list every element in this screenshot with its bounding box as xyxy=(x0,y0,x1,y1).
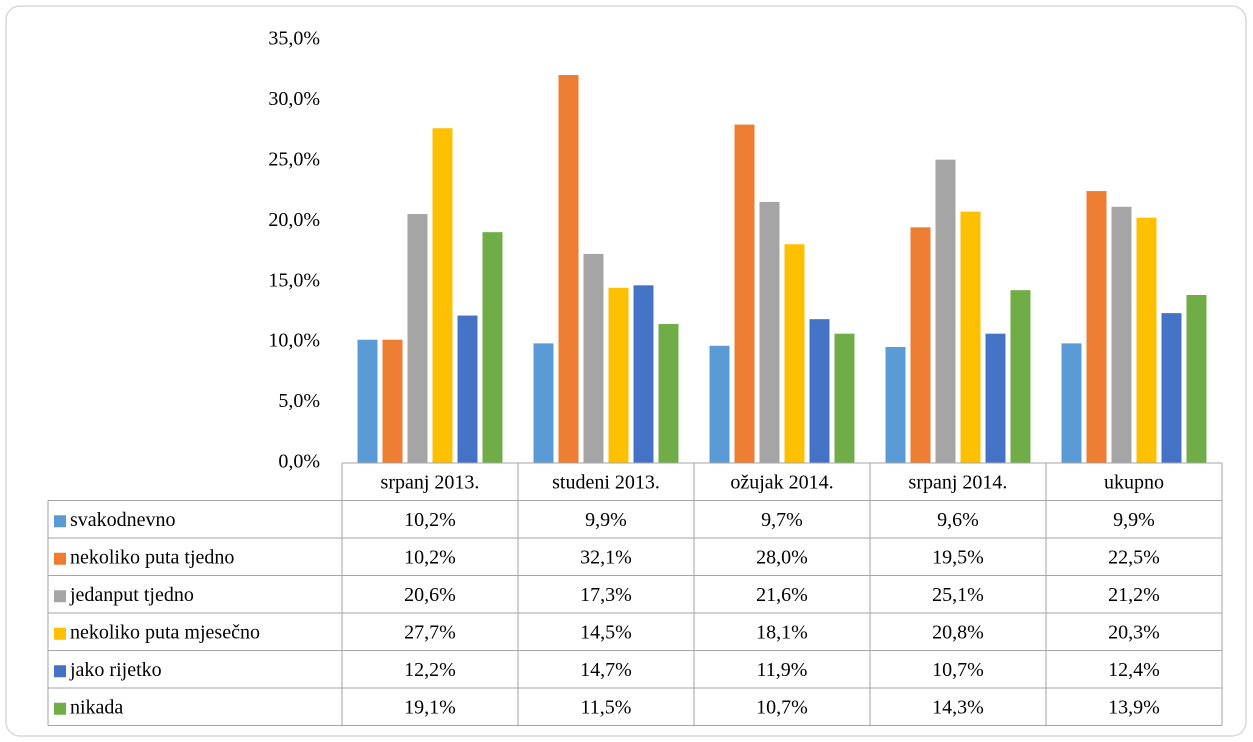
bar xyxy=(608,287,629,463)
bar xyxy=(1086,191,1107,464)
bar xyxy=(633,285,654,463)
bar xyxy=(935,159,956,464)
data-label: 13,9% xyxy=(1108,696,1160,718)
y-tick-label: 35,0% xyxy=(268,28,320,50)
legend-swatch xyxy=(54,590,66,603)
bar xyxy=(432,128,453,463)
data-label: 14,3% xyxy=(932,696,984,718)
legend-label: jako rijetko xyxy=(69,659,162,681)
bar xyxy=(784,244,805,463)
bar xyxy=(382,339,403,463)
x-tick-label: srpanj 2014. xyxy=(909,471,1008,493)
data-label: 21,6% xyxy=(756,584,808,606)
data-label: 10,2% xyxy=(404,546,456,568)
bar xyxy=(1136,217,1157,463)
bar xyxy=(1010,290,1031,463)
legend-swatch xyxy=(54,702,66,715)
x-tick-label: ukupno xyxy=(1104,471,1164,493)
bar xyxy=(1111,206,1132,464)
bar xyxy=(709,345,730,463)
legend-label: nekoliko puta tjedno xyxy=(70,546,234,568)
y-tick-label: 20,0% xyxy=(268,209,320,231)
y-tick-label: 25,0% xyxy=(268,148,320,170)
data-label: 27,7% xyxy=(404,621,456,643)
legend-label: nekoliko puta mjesečno xyxy=(70,621,260,643)
legend-swatch xyxy=(54,627,66,640)
x-tick-label: ožujak 2014. xyxy=(730,471,833,493)
bar xyxy=(407,214,428,463)
data-label: 9,9% xyxy=(1113,509,1155,531)
bar xyxy=(1161,313,1182,463)
bar xyxy=(910,227,931,463)
y-tick-label: 10,0% xyxy=(268,330,320,352)
bar xyxy=(583,253,604,463)
data-label: 10,7% xyxy=(932,659,984,681)
data-label: 28,0% xyxy=(756,546,808,568)
legend-label: nikada xyxy=(70,696,123,718)
bar xyxy=(1186,295,1207,463)
bar xyxy=(834,333,855,463)
data-label: 11,9% xyxy=(757,659,808,681)
x-tick-label: studeni 2013. xyxy=(552,471,660,493)
legend-label: jedanput tjedno xyxy=(69,584,194,606)
legend-swatch xyxy=(54,552,66,565)
bar xyxy=(357,339,378,463)
data-label: 21,2% xyxy=(1108,584,1160,606)
data-label: 19,1% xyxy=(404,696,456,718)
legend-swatch xyxy=(54,515,66,528)
y-tick-label: 5,0% xyxy=(278,390,320,412)
data-label: 25,1% xyxy=(932,584,984,606)
bar xyxy=(809,319,830,463)
bar xyxy=(960,211,981,463)
y-tick-label: 15,0% xyxy=(268,269,320,291)
data-label: 11,5% xyxy=(581,696,632,718)
bar xyxy=(658,324,679,463)
data-label: 10,2% xyxy=(404,509,456,531)
x-tick-label: srpanj 2013. xyxy=(381,471,480,493)
bar xyxy=(558,75,579,463)
data-label: 32,1% xyxy=(580,546,632,568)
bar xyxy=(533,343,554,463)
data-label: 9,6% xyxy=(937,509,979,531)
legend-swatch xyxy=(54,665,66,678)
bar xyxy=(457,315,478,463)
data-label: 20,6% xyxy=(404,584,456,606)
data-label: 12,2% xyxy=(404,659,456,681)
bar xyxy=(482,232,503,463)
bar xyxy=(1061,343,1082,463)
data-label: 19,5% xyxy=(932,546,984,568)
y-tick-label: 30,0% xyxy=(268,88,320,110)
data-label: 10,7% xyxy=(756,696,808,718)
bar xyxy=(985,333,1006,463)
data-label: 14,7% xyxy=(580,659,632,681)
bar xyxy=(885,346,906,463)
data-label: 14,5% xyxy=(580,621,632,643)
data-label: 18,1% xyxy=(756,621,808,643)
data-label: 9,7% xyxy=(761,509,803,531)
bar xyxy=(759,201,780,463)
data-label: 20,8% xyxy=(932,621,984,643)
data-label: 20,3% xyxy=(1108,621,1160,643)
y-tick-label: 0,0% xyxy=(278,451,320,473)
data-label: 9,9% xyxy=(585,509,627,531)
legend-label: svakodnevno xyxy=(70,509,176,531)
data-label: 22,5% xyxy=(1108,546,1160,568)
data-label: 17,3% xyxy=(580,584,632,606)
bar xyxy=(734,124,755,463)
data-label: 12,4% xyxy=(1108,659,1160,681)
